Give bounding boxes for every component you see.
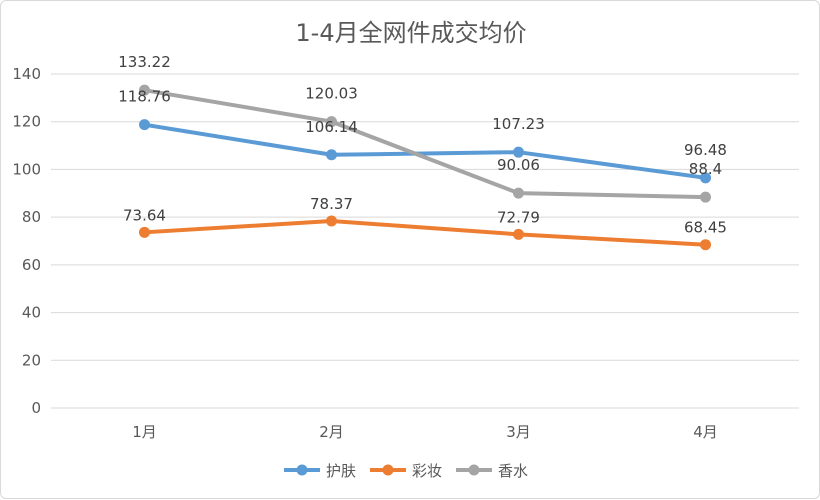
data-label: 107.23	[492, 115, 545, 133]
x-tick-label: 1月	[132, 423, 157, 441]
legend-item-0[interactable]: 护肤	[284, 462, 356, 480]
legend-swatch-marker	[296, 464, 308, 476]
data-point	[139, 84, 150, 96]
data-label: 90.06	[497, 156, 540, 174]
x-axis-ticks: 1月 2月 3月 4月	[132, 423, 718, 441]
x-tick-label: 2月	[319, 423, 344, 441]
data-label: 133.22	[118, 53, 171, 71]
x-tick-label: 3月	[506, 423, 531, 441]
data-label: 96.48	[684, 141, 727, 159]
y-tick-label: 140	[12, 65, 41, 83]
series-points	[139, 84, 711, 251]
legend-item-2[interactable]: 香水	[456, 462, 528, 480]
data-labels: 118.76 106.14 107.23 96.48 73.64 78.37 72.79 68…	[118, 53, 727, 237]
data-point	[326, 116, 337, 128]
data-label: 120.03	[305, 85, 358, 103]
data-point	[700, 191, 711, 203]
data-point	[326, 149, 337, 161]
y-tick-label: 60	[22, 256, 41, 274]
y-tick-label: 0	[31, 399, 41, 417]
data-label: 118.76	[118, 88, 171, 106]
data-label: 73.64	[123, 206, 166, 224]
data-point	[513, 228, 524, 240]
data-label: 106.14	[305, 118, 358, 136]
data-label: 88.4	[689, 160, 722, 178]
data-label: 68.45	[684, 219, 727, 237]
series-line-2	[142, 88, 708, 200]
data-point	[513, 146, 524, 158]
data-point	[700, 239, 711, 251]
data-point	[139, 226, 150, 238]
x-tick-label: 4月	[693, 423, 718, 441]
y-tick-label: 80	[22, 208, 41, 226]
gridlines	[51, 73, 799, 409]
series-line-0	[142, 122, 708, 180]
data-point	[700, 172, 711, 184]
legend-swatch-marker	[382, 464, 394, 476]
data-point	[326, 215, 337, 227]
legend-label: 彩妆	[412, 462, 442, 480]
data-point	[513, 187, 524, 199]
chart-title: 1-4月全网件成交均价	[295, 19, 526, 47]
y-axis-ticks: 0 20 40 60 80 100 120 140	[12, 65, 41, 417]
legend-label: 香水	[498, 462, 528, 480]
legend-label: 护肤	[326, 462, 356, 480]
y-tick-label: 100	[12, 160, 41, 178]
data-point	[139, 119, 150, 131]
series-lines	[142, 88, 708, 247]
y-tick-label: 40	[22, 304, 41, 322]
legend[interactable]: 护肤 彩妆 香水	[284, 462, 528, 480]
legend-item-1[interactable]: 彩妆	[370, 462, 442, 480]
y-tick-label: 20	[22, 351, 41, 369]
data-label: 72.79	[497, 208, 540, 226]
legend-swatch-marker	[468, 464, 480, 476]
series-line-1	[142, 219, 708, 247]
y-tick-label: 120	[12, 113, 41, 131]
data-label: 78.37	[310, 195, 353, 213]
